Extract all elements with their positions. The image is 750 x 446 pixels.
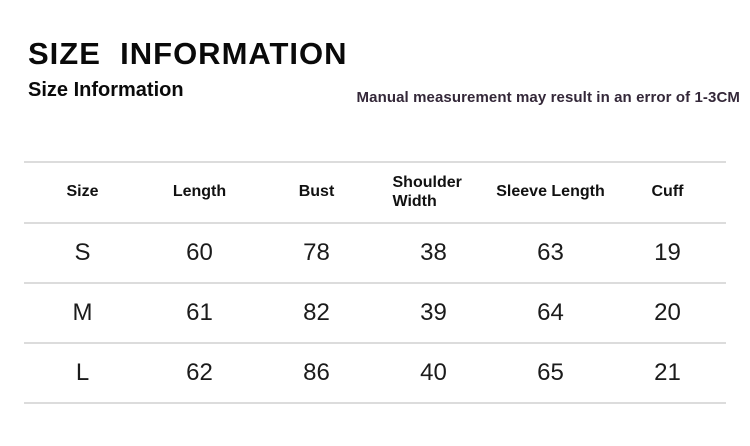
shoulder-width-value-cell: 39 [420, 299, 447, 326]
bust-value-cell: 78 [303, 239, 330, 266]
bust-value-cell: 82 [303, 299, 330, 326]
measurement-error-note: Manual measurement may result in an erro… [356, 89, 740, 106]
cuff-value-cell: 20 [654, 299, 681, 326]
page-title: SIZE INFORMATION [28, 36, 348, 71]
cuff-value-cell: 19 [654, 239, 681, 266]
column-header-label: Sleeve Length [496, 183, 605, 201]
shoulder-width-value-cell: 38 [420, 239, 447, 266]
column-header-label: Bust [298, 183, 335, 201]
column-header-size: Size [24, 163, 141, 222]
length-value-cell: 60 [186, 239, 213, 266]
size-label-cell: S [74, 239, 91, 266]
column-header-sleeve-length: Sleeve Length [492, 163, 609, 222]
column-header-bust: Bust [258, 163, 375, 222]
size-label-cell: M [72, 299, 93, 326]
table-row-size-l: L 62 86 40 65 21 [24, 342, 726, 402]
sleeve-length-value-cell: 65 [537, 359, 564, 386]
column-header-label: Shoulder Width [392, 174, 462, 210]
sleeve-length-value-cell: 64 [537, 299, 564, 326]
column-header-cuff: Cuff [609, 163, 726, 222]
column-header-shoulder-width: Shoulder Width [375, 163, 492, 222]
table-row-size-m: M 61 82 39 64 20 [24, 282, 726, 342]
column-header-label: Cuff [651, 183, 684, 201]
page-subtitle: Size Information [28, 79, 184, 101]
column-header-label: Size [66, 183, 99, 201]
length-value-cell: 61 [186, 299, 213, 326]
shoulder-width-value-cell: 40 [420, 359, 447, 386]
size-label-cell: L [75, 359, 90, 386]
column-header-length: Length [141, 163, 258, 222]
bust-value-cell: 86 [303, 359, 330, 386]
table-row-size-s: S 60 78 38 63 19 [24, 222, 726, 282]
cuff-value-cell: 21 [654, 359, 681, 386]
sleeve-length-value-cell: 63 [537, 239, 564, 266]
table-header-row: Size Length Bust Shoulder Width Sleeve L… [24, 161, 726, 222]
length-value-cell: 62 [186, 359, 213, 386]
size-chart-table: Size Length Bust Shoulder Width Sleeve L… [24, 161, 726, 404]
column-header-label: Length [172, 183, 227, 201]
